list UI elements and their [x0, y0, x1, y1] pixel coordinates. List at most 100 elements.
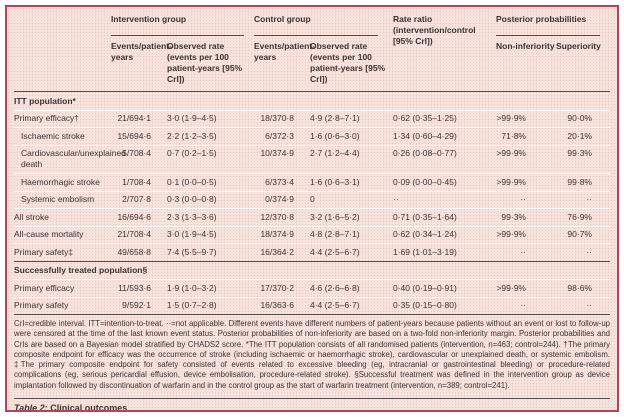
- rate-control-cell: 0: [298, 190, 388, 209]
- rate-ratio-cell: ··: [388, 190, 496, 209]
- row-label: Primary efficacy†: [14, 109, 111, 128]
- rate-ratio-cell: 0·62 (0·35–1·25): [388, 109, 496, 128]
- table-row: Cardiovascular/unexplained death 5/708·4 0…: [14, 144, 610, 174]
- rate-intervention-cell: 3·0 (1·9–4·5): [155, 225, 254, 244]
- rate-control-cell: 4·9 (2·8–7·1): [298, 109, 388, 128]
- col-group-intervention-label: Intervention group: [111, 14, 244, 36]
- clinical-outcomes-table-panel: Intervention group Control group Rate ra…: [5, 5, 619, 412]
- sub-header-row: Events/patient-years Observed rate (even…: [14, 37, 610, 92]
- rate-intervention-cell: 0·7 (0·2–1·5): [155, 144, 254, 174]
- events-intervention-cell: 1/708·4: [111, 173, 155, 191]
- table-body: ITT population* Primary efficacy† 21/694·1…: [14, 91, 610, 314]
- row-label: Primary safety‡: [14, 243, 111, 261]
- rate-intervention-cell: 3·0 (1·9–4·5): [155, 109, 254, 128]
- events-control-cell: 18/370·8: [254, 109, 298, 128]
- row-label: All-cause mortality: [14, 225, 111, 244]
- events-intervention-cell: 15/694·6: [111, 127, 155, 145]
- posterior-noninferiority-cell: >99·9%: [496, 173, 556, 191]
- posterior-noninferiority-cell: ··: [496, 243, 556, 261]
- group-header-row: Intervention group Control group Rate ra…: [14, 7, 610, 46]
- table-footnote: CrI=credible interval. ITT=intention-to-…: [14, 314, 610, 391]
- rate-intervention-cell: 2·3 (1·3–3·6): [155, 208, 254, 226]
- rate-ratio-cell: 0·26 (0·08–0·77): [388, 144, 496, 174]
- col-header-rate-intervention: Observed rate (events per 100 patient-ye…: [167, 41, 243, 84]
- posterior-superiority-cell: 99·3%: [556, 144, 610, 174]
- rate-ratio-cell: 0·40 (0·19–0·91): [388, 279, 496, 297]
- posterior-noninferiority-cell: >99·9%: [496, 144, 556, 174]
- col-header-rate-ratio: Rate ratio (intervention/control [95% Cr…: [388, 7, 496, 92]
- col-header-noninferiority: Non-inferiority: [496, 41, 555, 51]
- events-intervention-cell: 9/592·1: [111, 296, 155, 314]
- posterior-noninferiority-cell: 99·3%: [496, 208, 556, 226]
- rate-control-cell: 4·8 (2·8–7·1): [298, 225, 388, 244]
- table-header: Intervention group Control group Rate ra…: [14, 7, 610, 92]
- row-label: Ischaemic stroke: [14, 127, 111, 145]
- table-row: Primary safety‡ 49/658·8 7·4 (5·5–9·7) 16/3…: [14, 243, 610, 261]
- col-group-posterior-probabilities-label: Posterior probabilities: [496, 14, 600, 36]
- table-row: Haemorrhagic stroke 1/708·4 0·1 (0·0–0·5) 6…: [14, 173, 610, 191]
- rate-control-cell: 3·2 (1·6–5·2): [298, 208, 388, 226]
- posterior-noninferiority-cell: ··: [496, 296, 556, 314]
- posterior-noninferiority-cell: >99·9%: [496, 225, 556, 244]
- rate-ratio-cell: 0·35 (0·15–0·80): [388, 296, 496, 314]
- row-label: Primary efficacy: [14, 279, 111, 297]
- events-intervention-cell: 11/593·6: [111, 279, 155, 297]
- events-intervention-cell: 21/708·4: [111, 225, 155, 244]
- rate-intervention-cell: 0·3 (0·0–0·8): [155, 190, 254, 209]
- events-intervention-cell: 16/694·6: [111, 208, 155, 226]
- table-row: Primary efficacy† 21/694·1 3·0 (1·9–4·5) 18…: [14, 109, 610, 128]
- rate-ratio-cell: 0·71 (0·35–1·64): [388, 208, 496, 226]
- col-group-control: Control group: [254, 7, 388, 37]
- label-column-subheader: [14, 37, 111, 92]
- events-control-cell: 10/374·9: [254, 144, 298, 174]
- rate-control-cell: 4·6 (2·6–6·8): [298, 279, 388, 297]
- rate-intervention-cell: 2·2 (1·2–3·5): [155, 127, 254, 145]
- row-label: Primary safety: [14, 296, 111, 314]
- events-intervention-cell: 21/694·1: [111, 109, 155, 128]
- col-header-superiority: Superiority: [556, 41, 601, 51]
- posterior-noninferiority-cell: >99·9%: [496, 109, 556, 128]
- posterior-superiority-cell: 98·6%: [556, 279, 610, 297]
- posterior-superiority-cell: 90·7%: [556, 225, 610, 244]
- events-intervention-cell: 5/708·4: [111, 144, 155, 174]
- events-intervention-cell: 49/658·8: [111, 243, 155, 261]
- col-group-intervention: Intervention group: [111, 7, 254, 37]
- rate-control-cell: 1·6 (0·6–3·1): [298, 173, 388, 191]
- posterior-superiority-cell: 90·0%: [556, 109, 610, 128]
- posterior-superiority-cell: ··: [556, 190, 610, 209]
- events-control-cell: 0/374·9: [254, 190, 298, 209]
- row-label: Systemic embolism: [14, 190, 111, 209]
- section-header-row: Successfully treated population§: [14, 260, 610, 280]
- posterior-superiority-cell: 20·1%: [556, 127, 610, 145]
- rate-intervention-cell: 0·1 (0·0–0·5): [155, 173, 254, 191]
- col-header-events-intervention: Events/patient-years: [111, 41, 172, 62]
- rate-control-cell: 1·6 (0·6–3·0): [298, 127, 388, 145]
- row-label: Haemorrhagic stroke: [14, 173, 111, 191]
- rate-intervention-cell: 1·5 (0·7–2·8): [155, 296, 254, 314]
- posterior-noninferiority-cell: ··: [496, 190, 556, 209]
- rate-ratio-cell: 1·34 (0·60–4·29): [388, 127, 496, 145]
- posterior-superiority-cell: 76·9%: [556, 208, 610, 226]
- events-control-cell: 16/363·6: [254, 296, 298, 314]
- rate-control-cell: 2·7 (1·2–4·4): [298, 144, 388, 174]
- rate-ratio-cell: 0·62 (0·34–1·24): [388, 225, 496, 244]
- section-header: Successfully treated population§: [14, 260, 610, 280]
- label-column-header: [14, 7, 111, 37]
- caption-title: Clinical outcomes: [50, 402, 128, 412]
- caption-label: Table 2:: [14, 402, 48, 412]
- table-row: Primary efficacy 11/593·6 1·9 (1·0–3·2) 17/…: [14, 279, 610, 297]
- posterior-superiority-cell: 99·8%: [556, 173, 610, 191]
- events-intervention-cell: 2/707·8: [111, 190, 155, 209]
- events-control-cell: 17/370·2: [254, 279, 298, 297]
- rate-ratio-cell: 0·09 (0·00–0·45): [388, 173, 496, 191]
- row-label: Cardiovascular/unexplained death: [14, 144, 126, 174]
- table-caption: Table 2: Clinical outcomes: [14, 398, 610, 412]
- rate-intervention-cell: 1·9 (1·0–3·2): [155, 279, 254, 297]
- col-header-events-control: Events/patient-years: [254, 41, 315, 62]
- table-row: All-cause mortality 21/708·4 3·0 (1·9–4·5)…: [14, 225, 610, 244]
- rate-control-cell: 4·4 (2·5–6·7): [298, 243, 388, 261]
- events-control-cell: 6/373·4: [254, 173, 298, 191]
- posterior-noninferiority-cell: 71·8%: [496, 127, 556, 145]
- col-header-rate-ratio-label: Rate ratio (intervention/control [95% Cr…: [393, 14, 476, 46]
